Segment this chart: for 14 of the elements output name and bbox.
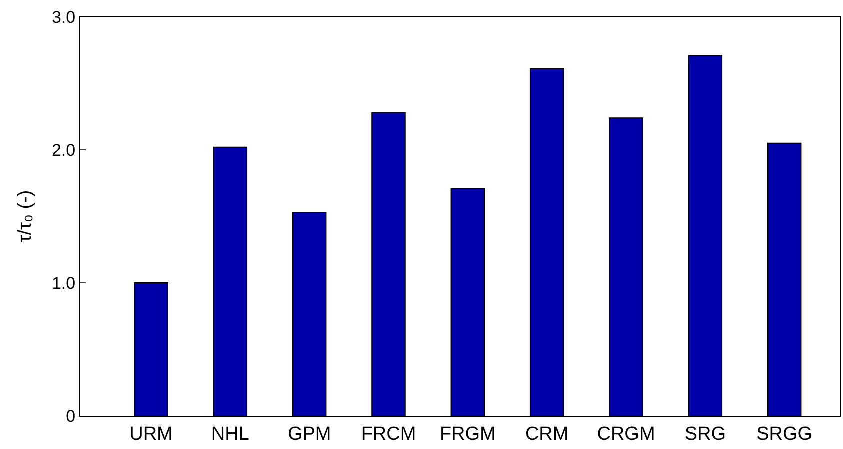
y-axis-title: τ/τ₀ (-) [14, 190, 36, 243]
x-tick-label: CRM [525, 424, 569, 445]
x-tick-label: GPM [288, 424, 332, 445]
y-tick-label: 2.0 [52, 140, 76, 160]
y-tick-label: 3.0 [52, 8, 76, 27]
y-tick-label: 0 [66, 406, 76, 426]
x-tick-label: CRGM [597, 424, 656, 445]
y-tick-label: 1.0 [52, 274, 76, 293]
x-tick-label: URM [130, 424, 173, 445]
x-tick-label: NHL [211, 424, 250, 445]
x-tick-label: SRGG [756, 424, 813, 445]
x-tick-label: SRG [684, 424, 726, 445]
x-tick-label: FRCM [361, 424, 416, 445]
x-tick-label: FRGM [440, 424, 496, 445]
